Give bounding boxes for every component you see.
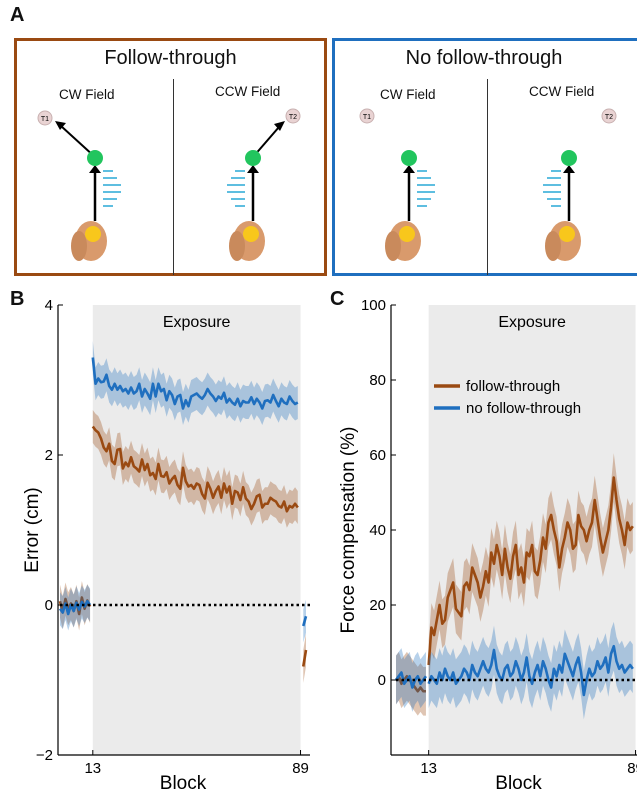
- force-field-arrows-left: [227, 170, 245, 207]
- cw-scene: T1: [359, 108, 435, 261]
- follow-through-illustration: T1 T2: [37, 108, 301, 261]
- y-axis-label: Force compensation (%): [338, 427, 359, 634]
- hand-illustration: [545, 221, 581, 261]
- target-t2: [601, 108, 617, 124]
- series-line: [58, 599, 92, 616]
- x-axis-label: Block: [160, 773, 207, 789]
- series-line: [91, 357, 299, 410]
- x-tick-label: 89: [292, 760, 309, 777]
- ccw-scene: T2: [543, 108, 617, 261]
- no-follow-through-box: No follow-through CW Field CCW Field T1 …: [332, 38, 637, 276]
- y-tick-label: 0: [45, 597, 53, 614]
- target-t2-text: T2: [605, 114, 613, 121]
- box-title: Follow-through: [104, 47, 237, 69]
- ccw-field-label: CCW Field: [529, 84, 595, 99]
- cw-scene: T1: [37, 110, 121, 261]
- y-axis-label: Error (cm): [22, 487, 43, 572]
- y-tick-label: −2: [36, 747, 53, 764]
- panel-label-b: B: [10, 288, 25, 310]
- series-line: [394, 671, 427, 689]
- x-axis-label: Block: [495, 773, 542, 789]
- exposure-region: [92, 305, 301, 755]
- hand-illustration: [385, 221, 421, 261]
- series-line: [302, 615, 308, 627]
- target-t1: [359, 108, 375, 124]
- trajectory-arrow: [60, 125, 96, 158]
- target-t1-text: T1: [41, 116, 49, 123]
- cursor: [561, 150, 577, 166]
- exposure-label: Exposure: [498, 314, 566, 331]
- legend-entry: no follow-through: [466, 400, 581, 417]
- x-tick-label: 89: [627, 760, 637, 777]
- y-tick-label: 100: [361, 297, 386, 314]
- error-chart: Exposure 4 2 0 −2 13 89 Block Error (cm): [22, 297, 312, 789]
- y-tick-label: 40: [369, 522, 386, 539]
- y-tick-label: 20: [369, 597, 386, 614]
- cw-field-label: CW Field: [380, 87, 436, 102]
- error-band: [428, 621, 633, 720]
- panel-label-a: A: [10, 4, 25, 26]
- panel-label-c: C: [330, 288, 345, 310]
- legend-entry: follow-through: [466, 378, 560, 395]
- cw-field-label: CW Field: [59, 87, 115, 102]
- force-field-arrows-left: [543, 170, 561, 207]
- y-tick-label: 4: [45, 297, 53, 314]
- box-divider: [487, 79, 488, 275]
- arrowhead: [274, 121, 285, 131]
- series-line: [427, 644, 634, 697]
- box-title: No follow-through: [405, 47, 563, 69]
- force-compensation-chart: Exposure 100 80 60 40 20 0 13 89 Block Force compe…: [338, 297, 637, 789]
- error-band: [92, 341, 298, 425]
- series-line: [427, 476, 634, 666]
- cursor: [245, 150, 261, 166]
- y-tick-label: 0: [378, 672, 386, 689]
- arrowhead: [55, 121, 66, 130]
- box-divider: [173, 79, 174, 275]
- y-tick-label: 2: [45, 447, 53, 464]
- exposure-label: Exposure: [163, 314, 231, 331]
- target-t1-text: T1: [363, 114, 371, 121]
- series-line: [91, 425, 299, 513]
- force-field-arrows-right: [103, 170, 121, 207]
- follow-through-box: Follow-through CW Field CCW Field T1 T2: [14, 38, 327, 276]
- ccw-field-label: CCW Field: [215, 84, 281, 99]
- force-field-arrows-right: [417, 170, 435, 207]
- target-t1: [37, 110, 53, 126]
- x-tick-label: 13: [84, 760, 101, 777]
- y-tick-label: 60: [369, 447, 386, 464]
- x-tick-label: 13: [420, 760, 437, 777]
- hand-illustration: [229, 221, 265, 261]
- target-t2-text: T2: [289, 114, 297, 121]
- no-follow-through-illustration: T1 T2: [359, 108, 617, 261]
- ccw-scene: T2: [227, 108, 301, 261]
- cursor: [401, 150, 417, 166]
- target-t2: [285, 108, 301, 124]
- y-tick-label: 80: [369, 372, 386, 389]
- cursor: [87, 150, 103, 166]
- hand-illustration: [71, 221, 107, 261]
- series-line: [301, 649, 308, 667]
- error-band: [428, 453, 633, 690]
